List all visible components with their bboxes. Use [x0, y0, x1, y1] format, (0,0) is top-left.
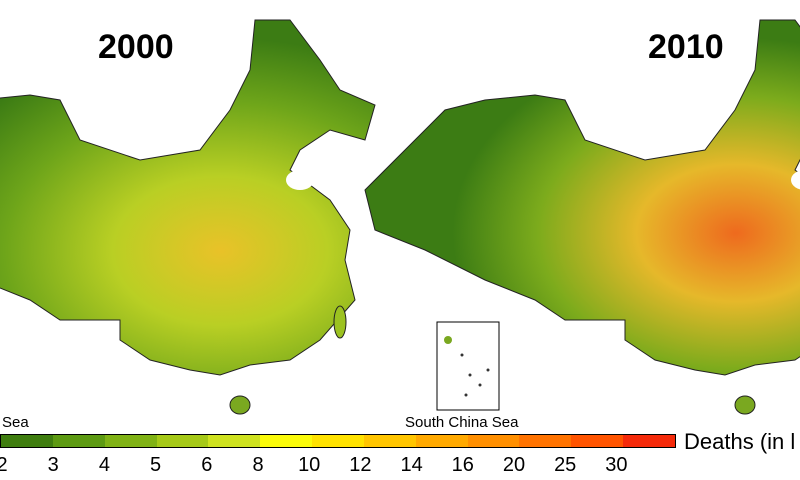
legend-swatch	[52, 435, 105, 447]
legend-swatch	[156, 435, 209, 447]
color-legend	[0, 434, 676, 448]
legend-swatch	[312, 435, 364, 447]
legend-swatch	[363, 435, 416, 447]
china-mainland	[0, 19, 376, 376]
legend-swatch	[1, 435, 53, 447]
legend-tick: 10	[298, 454, 321, 476]
taiwan-island	[333, 305, 347, 339]
legend-swatch	[623, 435, 675, 447]
hainan-island	[734, 395, 756, 415]
legend-swatch	[104, 435, 157, 447]
map-2000	[0, 19, 376, 415]
legend-tick: 30	[605, 454, 628, 476]
legend-tick: 16	[451, 454, 474, 476]
legend-swatch	[571, 435, 624, 447]
legend-tick: 25	[554, 454, 577, 476]
legend-tick: 8	[252, 454, 264, 476]
legend-tick: 5	[150, 454, 162, 476]
inset-label-partial: Sea	[2, 414, 29, 431]
south-china-sea-inset	[436, 321, 500, 411]
legend-tick: 14	[400, 454, 423, 476]
legend-swatch	[208, 435, 261, 447]
legend-swatch	[260, 435, 313, 447]
legend-tick: 20	[502, 454, 526, 476]
china-mainland	[364, 19, 800, 376]
legend-tick: 3	[47, 454, 59, 476]
legend-title: Deaths (in l	[684, 429, 796, 454]
legend-tick: 2	[0, 454, 8, 476]
bohai-sea	[286, 170, 314, 190]
hainan-island	[229, 395, 251, 415]
legend-tick: 4	[98, 454, 110, 476]
legend-swatch	[519, 435, 572, 447]
inset-label: South China Sea	[405, 414, 519, 431]
legend-tick: 6	[201, 454, 213, 476]
choropleth-maps	[0, 19, 800, 415]
bohai-sea	[791, 170, 800, 190]
map-title-2010: 2010	[648, 28, 724, 66]
legend-swatch	[467, 435, 520, 447]
map-title-2000: 2000	[98, 28, 174, 66]
map-2010	[364, 19, 800, 415]
legend-tick: 12	[349, 454, 372, 476]
inset-islands	[444, 336, 490, 397]
legend-swatch	[415, 435, 468, 447]
